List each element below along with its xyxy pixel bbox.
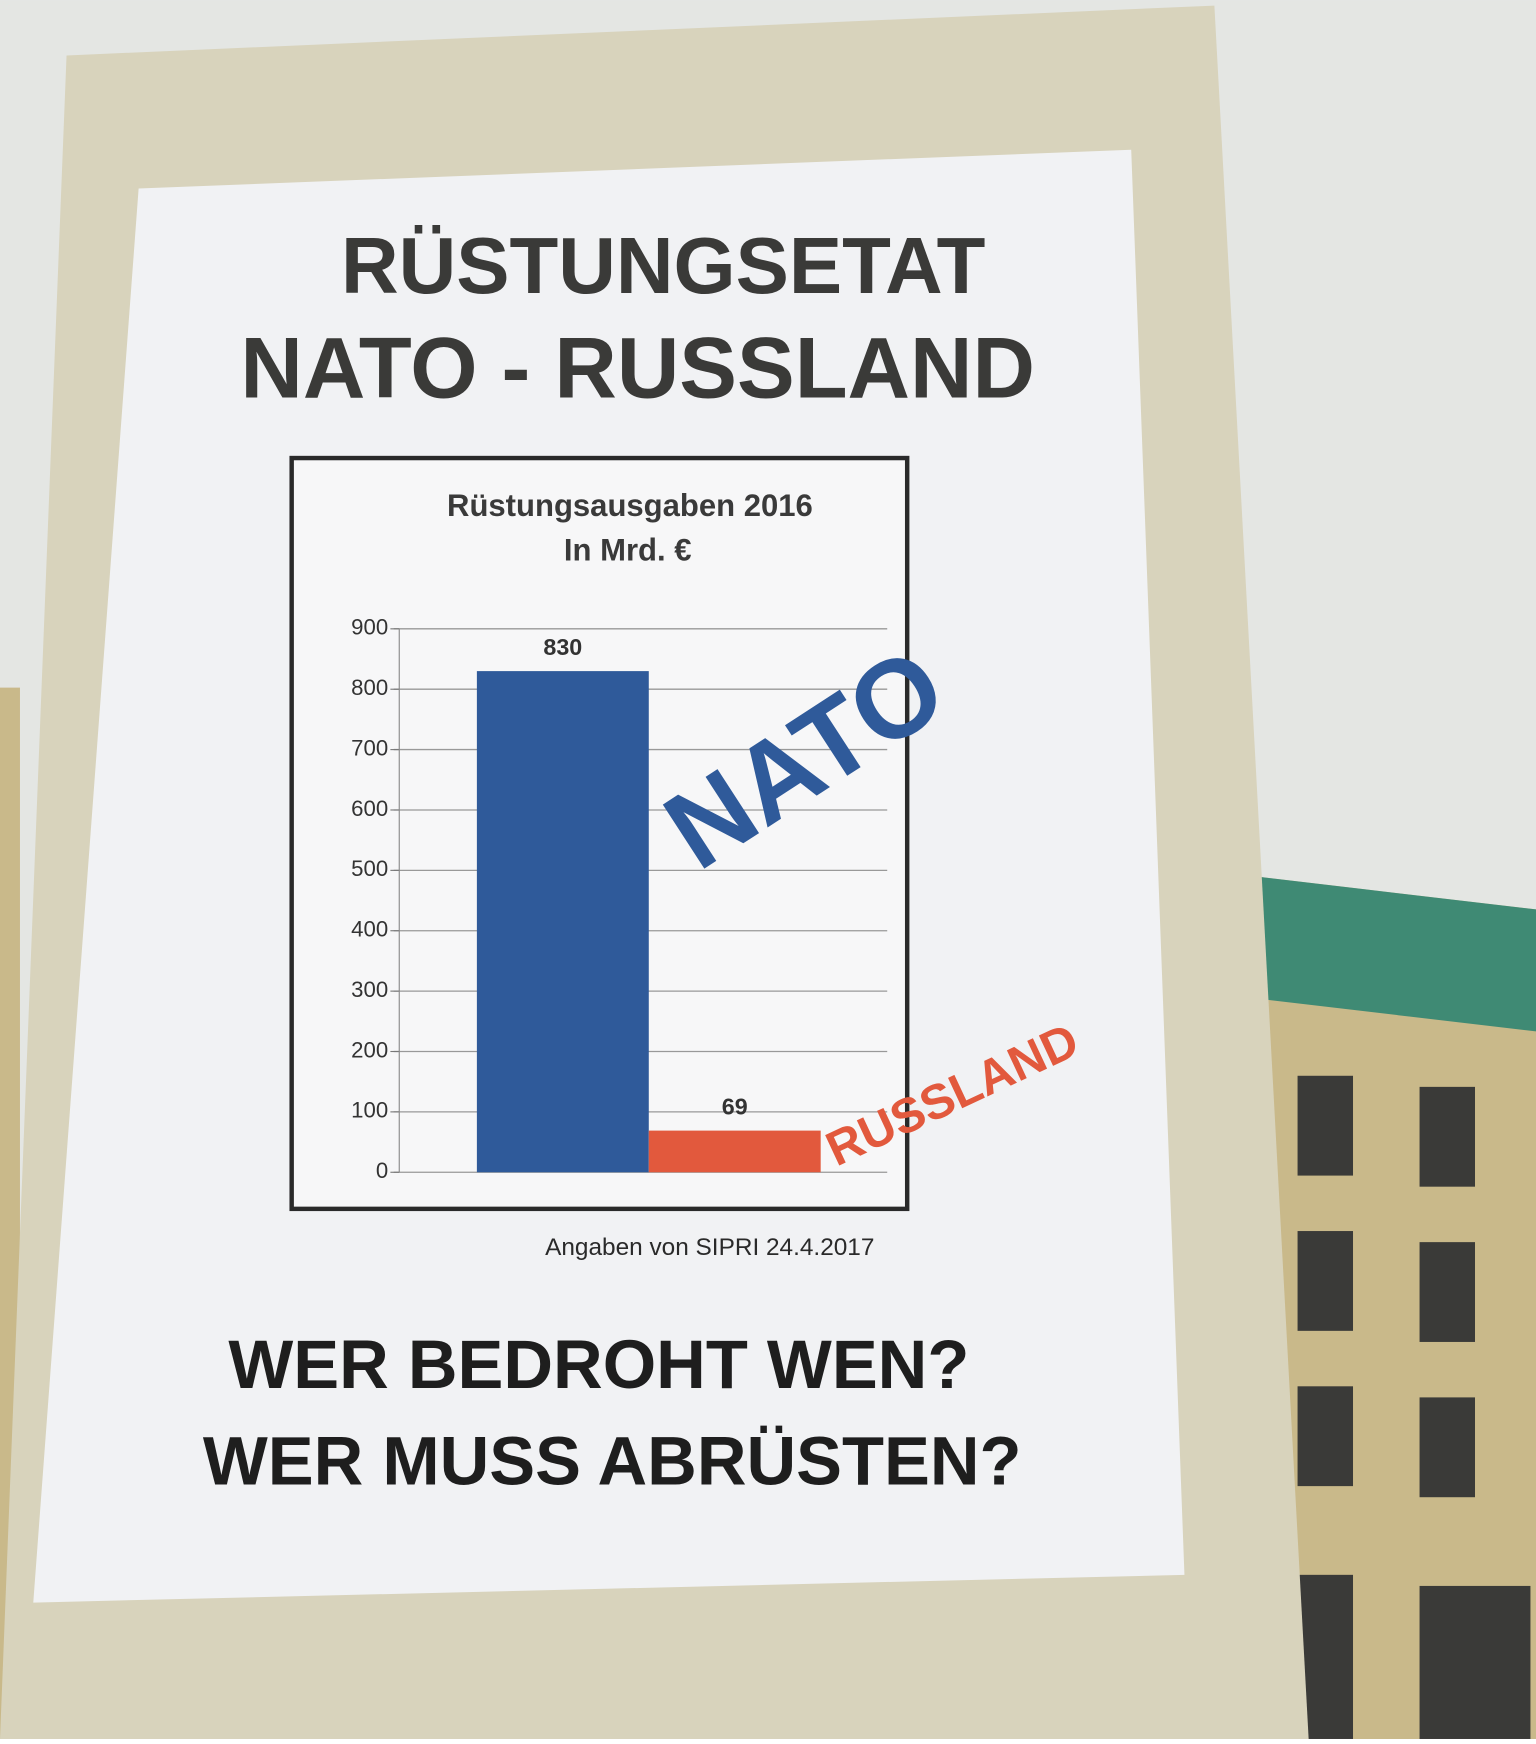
y-tick-label: 900 xyxy=(351,615,388,640)
y-tick-label: 400 xyxy=(351,917,388,942)
headline-line: NATO - RUSSLAND xyxy=(240,321,1035,417)
slogan-line: WER MUSS ABRÜSTEN? xyxy=(203,1422,1022,1499)
y-tick-label: 600 xyxy=(351,796,388,821)
slogan: WER BEDROHT WEN? WER MUSS ABRÜSTEN? xyxy=(203,1326,1022,1499)
y-tick-label: 700 xyxy=(351,735,388,760)
chart-title: Rüstungsausgaben 2016 xyxy=(447,488,813,523)
y-tick-label: 300 xyxy=(351,977,388,1002)
headline: RÜSTUNGSETAT NATO - RUSSLAND xyxy=(240,221,1035,417)
plot: 0 100 200 300 400 500 600 700 800 900 830 69 xyxy=(351,615,888,1183)
windows xyxy=(1297,1075,1531,1739)
chart-subtitle: In Mrd. € xyxy=(564,533,692,568)
headline-line: RÜSTUNGSETAT xyxy=(341,221,986,310)
value-label: 69 xyxy=(722,1094,748,1120)
value-label: 830 xyxy=(543,634,582,660)
bar xyxy=(648,1130,821,1173)
y-tick-label: 100 xyxy=(351,1098,388,1123)
building-roof xyxy=(1253,876,1536,1032)
bar xyxy=(476,671,649,1173)
y-tick-label: 200 xyxy=(351,1037,388,1062)
source-note: Angaben von SIPRI 24.4.2017 xyxy=(545,1234,874,1261)
y-tick-label: 800 xyxy=(351,675,388,700)
y-tick-label: 500 xyxy=(351,856,388,881)
y-tick-label: 0 xyxy=(376,1158,388,1183)
slogan-line: WER BEDROHT WEN? xyxy=(228,1326,969,1403)
